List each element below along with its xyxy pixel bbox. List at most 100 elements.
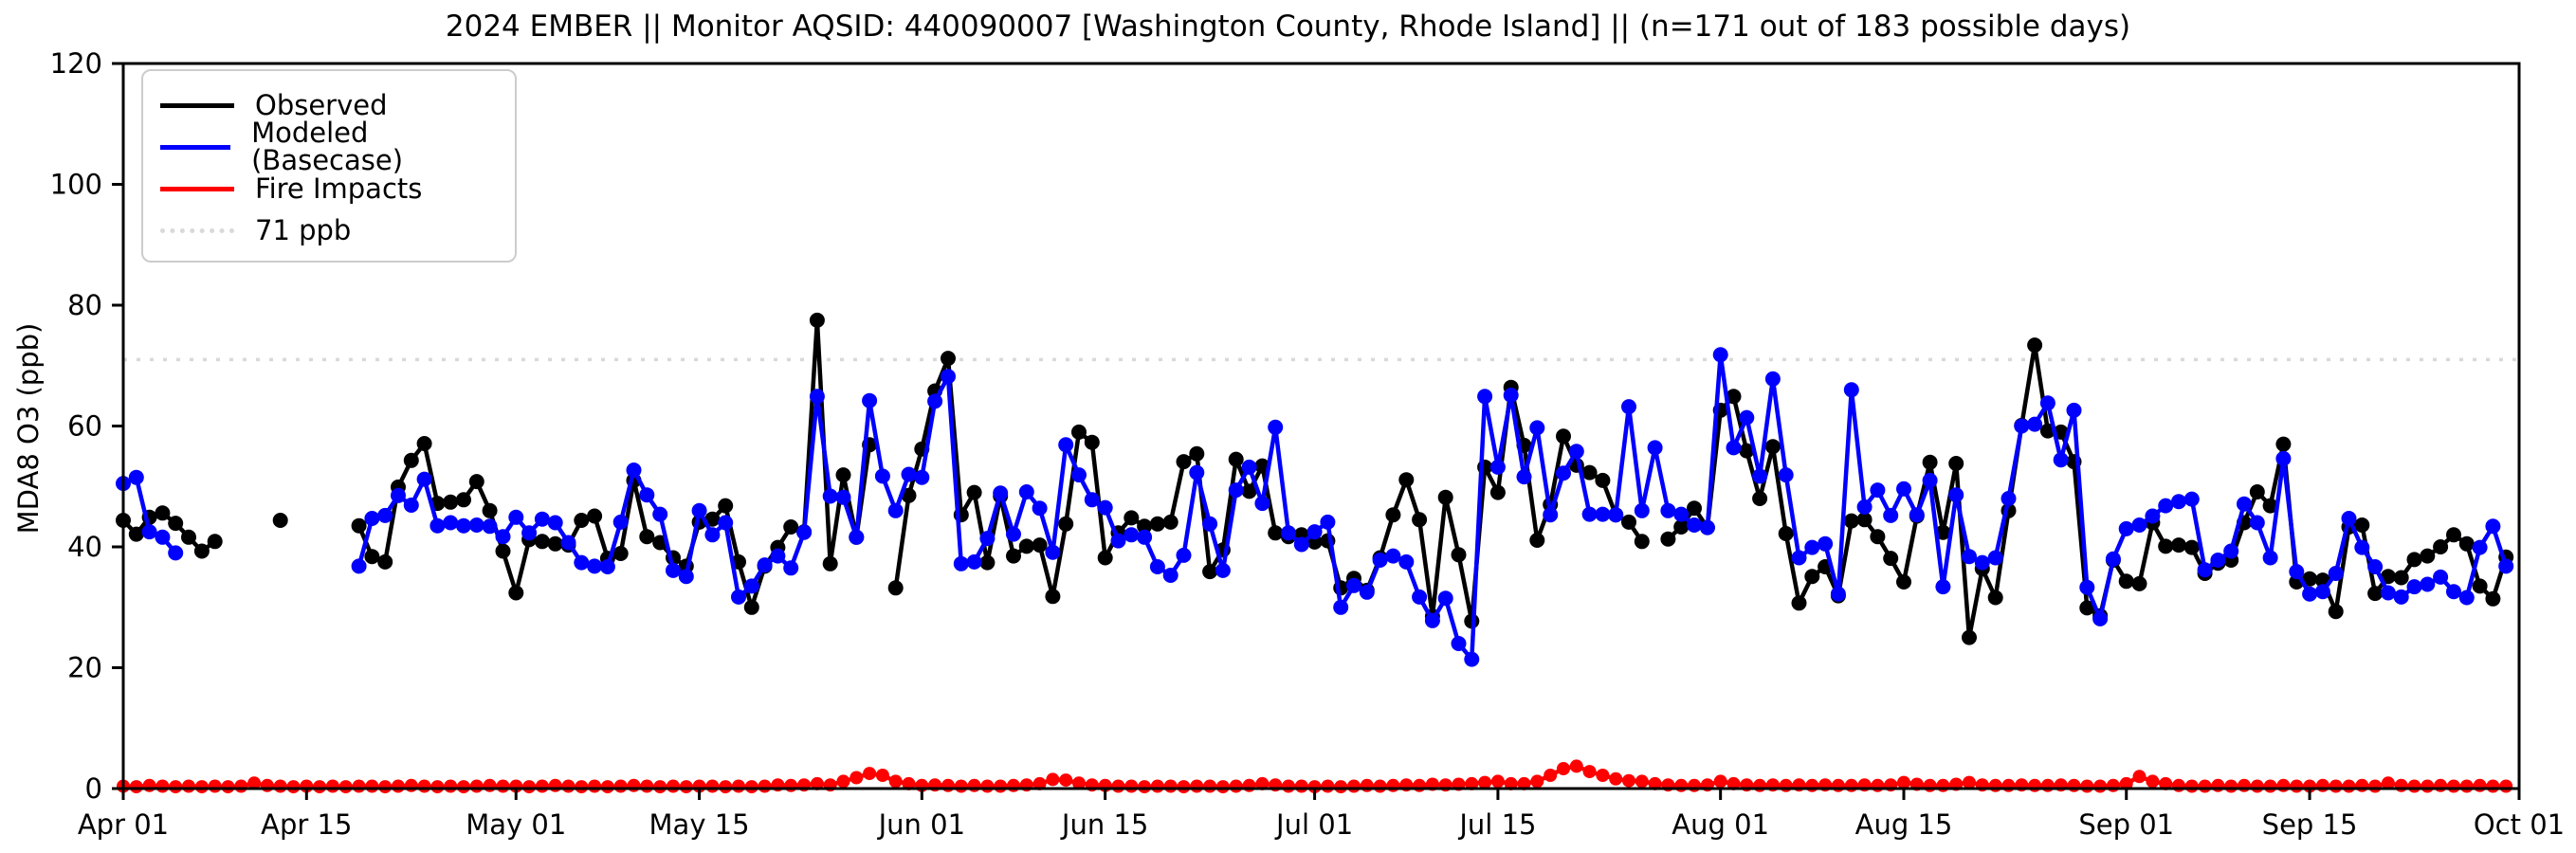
data-point [443,494,459,510]
data-point [2172,778,2185,792]
data-point [2485,518,2501,535]
data-point [1856,499,1873,515]
data-point [1190,779,1204,793]
data-point [377,554,393,570]
data-point [1149,516,1165,532]
data-point [979,531,996,547]
data-point [850,771,864,785]
data-point [2393,570,2409,586]
data-point [508,509,524,525]
data-point [1084,434,1100,450]
data-point [182,779,195,793]
y-tick-label: 40 [67,531,102,563]
data-point [1307,780,1322,794]
data-point [1241,459,1257,475]
data-point [1688,778,1701,792]
legend-label-observed: Observed [255,88,388,121]
data-point [2183,491,2200,507]
data-point [2040,778,2055,792]
data-point [548,778,562,792]
data-point [1609,771,1623,786]
data-point [2314,584,2330,600]
data-point [613,779,628,793]
data-point [574,554,590,571]
data-point [482,502,498,518]
data-point [1712,347,1728,363]
data-point [2014,418,2030,434]
data-point [1215,562,1231,578]
data-point [1935,524,1951,540]
x-tick-label: May 01 [466,808,566,841]
data-point [941,351,956,367]
y-axis-label: MDA8 O3 (ppb) [12,322,45,535]
data-point [2420,576,2436,592]
data-point [1229,779,1243,793]
data-point [207,534,223,550]
data-point [2027,337,2043,354]
data-point [849,529,865,545]
data-point [417,779,431,793]
data-point [2197,562,2213,578]
data-point [1138,780,1152,794]
data-point [1424,612,1440,628]
data-point [260,778,274,792]
data-point [1268,525,1284,541]
data-point [508,585,524,601]
data-point [1648,776,1662,790]
data-point [2315,778,2329,792]
data-point [2275,450,2292,466]
data-point [2119,776,2133,790]
data-point [2249,515,2265,531]
data-point [1974,554,1990,571]
data-point [1581,464,1598,481]
data-point [1660,531,1676,547]
data-point [2093,779,2108,793]
data-point [469,779,484,793]
data-point [534,511,550,527]
data-point [1058,516,1074,532]
data-point [1413,778,1427,792]
data-point [1948,487,1964,503]
data-point [273,779,287,793]
data-point [221,780,235,794]
data-point [784,778,798,792]
data-point [1058,437,1074,453]
data-point [2237,496,2252,512]
data-point [1635,774,1649,789]
data-point [1764,439,1781,455]
data-point [1111,779,1125,793]
data-point [600,780,614,794]
data-point [1634,502,1650,518]
data-point [1923,778,1937,792]
data-point [429,517,446,534]
data-point [588,779,602,793]
data-point [1935,579,1951,595]
data-point [1385,507,1401,523]
data-point [1333,599,1349,615]
data-point [1255,776,1270,790]
data-point [1739,443,1755,459]
data-point [272,513,288,528]
data-point [2238,778,2251,792]
data-point [757,557,773,573]
data-point [1569,759,1583,773]
data-point [128,526,144,542]
data-point [810,776,824,790]
data-point [1071,467,1087,483]
data-point [2262,550,2278,566]
data-point [2394,778,2408,792]
data-point [2446,584,2461,600]
data-point [1987,590,2003,606]
legend-label-fire: Fire Impacts [255,172,423,205]
data-point [2001,491,2017,506]
data-point [1294,779,1308,793]
data-point [2250,779,2264,793]
data-point [2290,779,2304,793]
data-point [193,543,210,559]
data-point [967,778,981,792]
data-point [468,517,484,533]
data-point [1242,778,1256,792]
data-point [666,562,681,578]
data-point [1478,775,1492,789]
data-point [2354,517,2370,533]
